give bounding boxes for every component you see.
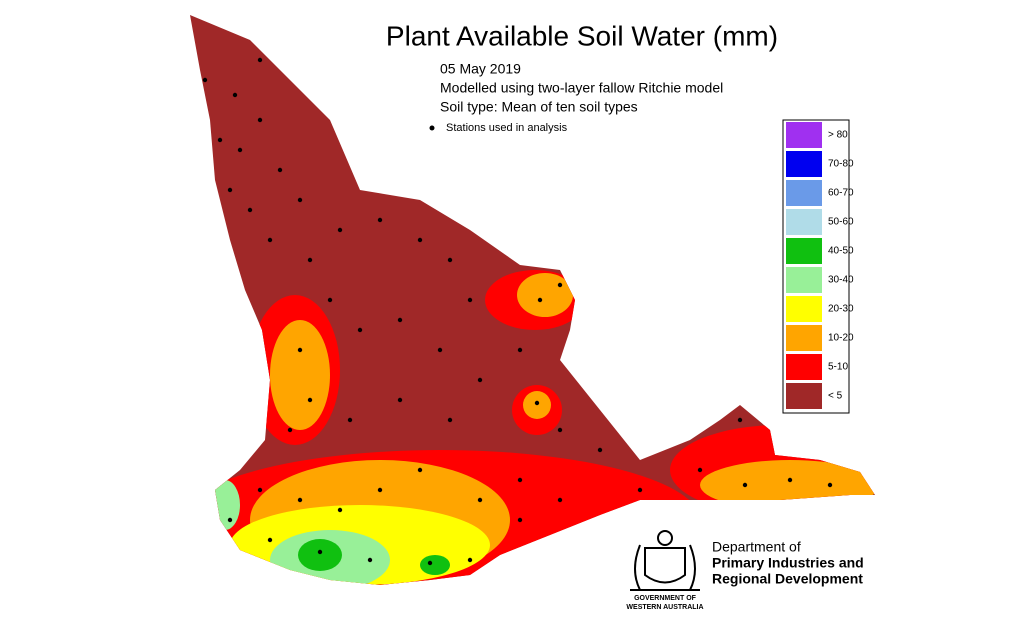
map-zone: [298, 539, 342, 571]
subtitle: Soil type: Mean of ten soil types: [440, 99, 638, 115]
map-zone: [270, 320, 330, 430]
station: [287, 427, 293, 433]
station: [467, 297, 473, 303]
legend-label: 10-20: [828, 333, 854, 344]
station: [397, 397, 403, 403]
legend-swatch: [786, 238, 822, 264]
map-zone: [210, 480, 240, 530]
station: [227, 187, 233, 193]
legend-label: 70-80: [828, 159, 854, 170]
legend-label: 50-60: [828, 217, 854, 228]
station: [357, 327, 363, 333]
station: [597, 447, 603, 453]
station: [217, 137, 223, 143]
station-marker: [429, 125, 435, 131]
legend-swatch: [786, 296, 822, 322]
department: Primary Industries and: [712, 555, 864, 571]
station: [537, 297, 543, 303]
station: [277, 167, 283, 173]
subtitle: 05 May 2019: [440, 61, 521, 77]
station: [327, 297, 333, 303]
station: [337, 227, 343, 233]
station: [637, 487, 643, 493]
station: [787, 477, 793, 483]
government: GOVERNMENT OF: [634, 595, 697, 602]
legend-swatch: [786, 325, 822, 351]
station: [417, 467, 423, 473]
station: [557, 282, 563, 288]
station: [267, 237, 273, 243]
station: [447, 417, 453, 423]
legend-label: 5-10: [828, 362, 848, 373]
station: [347, 417, 353, 423]
station: [534, 400, 540, 406]
station: [367, 557, 373, 563]
station: [297, 197, 303, 203]
station: [447, 257, 453, 263]
legend: > 80 70-80 60-70 50-60 40-50 30-40 20-30 10-20 5…: [786, 122, 854, 409]
station: [437, 347, 443, 353]
station: [257, 487, 263, 493]
legend-label: 40-50: [828, 246, 854, 257]
station: [307, 397, 313, 403]
station: [247, 207, 253, 213]
legend-swatch: [786, 151, 822, 177]
station: [377, 487, 383, 493]
station: [517, 477, 523, 483]
station: [257, 57, 263, 63]
station: [337, 507, 343, 513]
legend-swatch: [786, 122, 822, 148]
station: [232, 92, 238, 98]
stations-label: Stations used in analysis: [446, 122, 568, 134]
title: Plant Available Soil Water (mm): [386, 20, 778, 51]
station: [477, 497, 483, 503]
station: [267, 537, 273, 543]
subtitle: Modelled using two-layer fallow Ritchie …: [440, 80, 723, 96]
stations: [202, 57, 833, 566]
station: [417, 237, 423, 243]
department: Department of: [712, 539, 801, 555]
legend-label: 30-40: [828, 275, 854, 286]
government: WESTERN AUSTRALIA: [626, 604, 703, 611]
legend-label: 20-30: [828, 304, 854, 315]
map-zone: [420, 555, 450, 575]
station: [742, 482, 748, 488]
station: [427, 560, 433, 566]
legend-label: > 80: [828, 130, 848, 141]
legend-swatch: [786, 383, 822, 409]
station: [257, 117, 263, 123]
station: [297, 347, 303, 353]
legend-swatch: [786, 267, 822, 293]
station: [237, 147, 243, 153]
station: [697, 467, 703, 473]
station: [737, 417, 743, 423]
department: Regional Development: [712, 571, 863, 587]
station: [307, 257, 313, 263]
station: [557, 497, 563, 503]
station: [397, 317, 403, 323]
station: [517, 347, 523, 353]
station: [317, 549, 323, 555]
legend-swatch: [786, 180, 822, 206]
station: [557, 427, 563, 433]
map-zone: [700, 460, 875, 510]
station: [827, 482, 833, 488]
crest: [630, 530, 700, 591]
legend-label: 60-70: [828, 188, 854, 199]
legend-label: < 5: [828, 391, 843, 402]
station: [467, 557, 473, 563]
map-zone: [517, 273, 573, 317]
station: [297, 497, 303, 503]
station: [227, 517, 233, 523]
station: [517, 517, 523, 523]
station: [377, 217, 383, 223]
station: [202, 77, 208, 83]
legend-swatch: [786, 354, 822, 380]
legend-swatch: [786, 209, 822, 235]
station: [477, 377, 483, 383]
